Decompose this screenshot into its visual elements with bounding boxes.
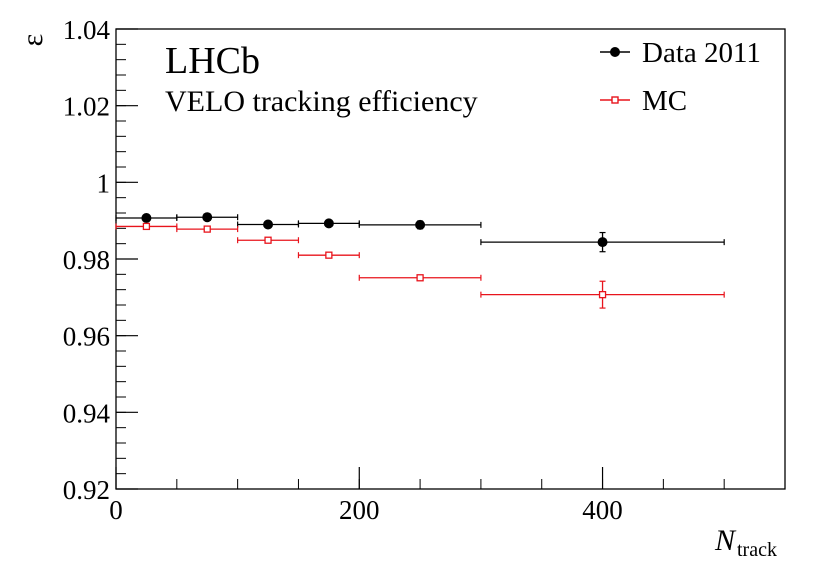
data-point (415, 219, 426, 230)
y-tick-label: 0.96 (63, 322, 110, 352)
y-tick-label: 0.92 (63, 475, 110, 505)
x-axis-label-sub: track (737, 539, 777, 561)
chart-title: LHCb (165, 40, 260, 82)
legend-mc-marker (611, 96, 619, 104)
y-tick-label: 1.04 (63, 15, 111, 45)
data-point (263, 219, 274, 230)
x-tick-label: 0 (109, 495, 123, 525)
mc-point (416, 274, 424, 282)
legend-data-label: Data 2011 (642, 37, 761, 69)
mc-point (598, 290, 607, 299)
y-axis-label: ε (16, 34, 49, 47)
mc-point (142, 222, 151, 231)
data-point (597, 237, 608, 248)
mc-point (325, 251, 333, 259)
mc-point (264, 236, 272, 244)
series-data-2011 (115, 212, 725, 253)
x-tick-label: 400 (582, 495, 623, 525)
y-tick-label: 0.98 (63, 245, 110, 275)
y-tick-label: 0.94 (63, 398, 111, 428)
legend-mc-label: MC (642, 85, 687, 117)
data-point (323, 218, 334, 229)
mc-point (203, 225, 211, 233)
x-tick-label: 200 (339, 495, 380, 525)
legend-data-marker (610, 47, 620, 57)
series-mc (115, 222, 725, 309)
data-point (202, 212, 213, 223)
series-layer (115, 212, 725, 309)
legend: Data 2011 MC (600, 37, 761, 117)
data-point (141, 212, 152, 223)
x-axis-label-main: N (714, 524, 737, 557)
y-tick-label: 1.02 (63, 92, 110, 122)
axis-ticks: 0.92 0.94 0.96 0.98 1 1.02 1.04 0 200 400 (63, 15, 786, 525)
y-tick-label: 1 (97, 168, 111, 198)
chart-subtitle: VELO tracking efficiency (165, 85, 478, 118)
